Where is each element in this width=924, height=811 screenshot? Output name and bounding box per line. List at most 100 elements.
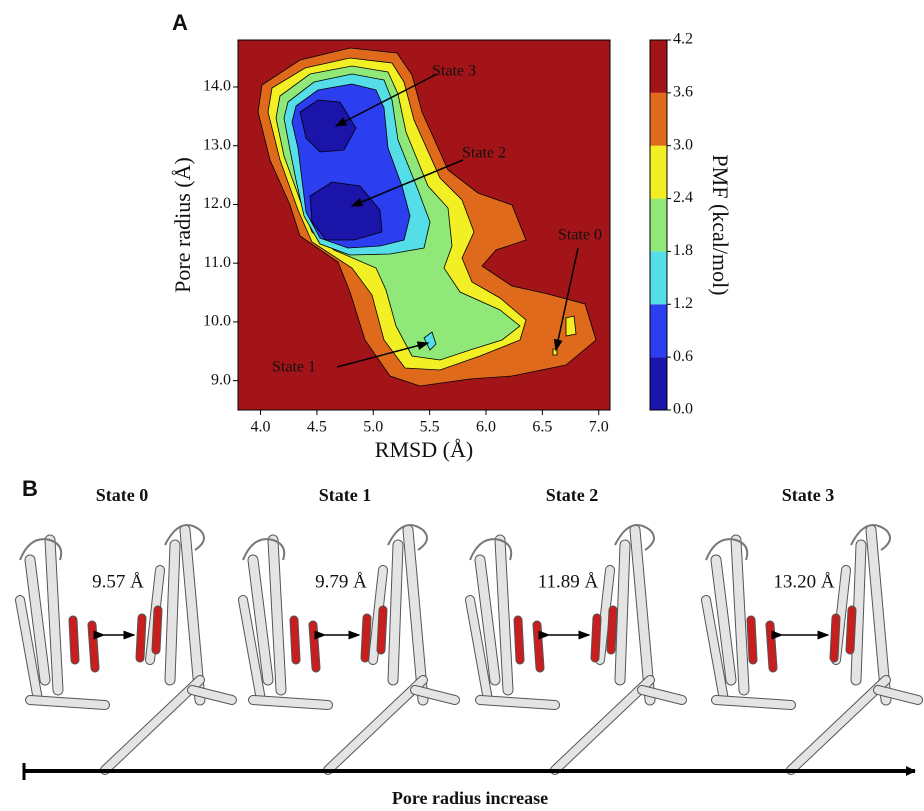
loop — [705, 538, 749, 561]
colorbar-label: PMF (kcal/mol) — [708, 154, 733, 295]
cylinder — [866, 525, 891, 705]
annotation-arrow — [334, 73, 438, 127]
colorbar-frame — [649, 39, 668, 411]
loop — [850, 524, 891, 551]
x-tick-label: 4.5 — [307, 419, 327, 436]
y-tick-label: 10.0 — [203, 313, 231, 330]
cylinder — [188, 686, 236, 704]
cylinder — [596, 566, 614, 664]
colorbar-segment — [650, 92, 667, 146]
contour-fill — [309, 181, 383, 241]
distance-label: 9.57 Å — [92, 571, 144, 592]
cylinder — [249, 696, 332, 709]
y-tick-label: 9.0 — [211, 371, 231, 388]
colorbar-segment — [650, 304, 667, 358]
annotation: State 2 — [462, 145, 506, 162]
loop — [242, 538, 286, 561]
y-tick-label: 13.0 — [203, 136, 231, 153]
colorbar-tick-label: 3.6 — [673, 84, 693, 101]
distance-label: 11.89 Å — [538, 571, 599, 592]
contour-plot — [238, 40, 610, 410]
colorbar-tick-label: 1.8 — [673, 242, 693, 259]
cylinder — [403, 525, 428, 705]
cylinder — [101, 676, 204, 774]
cylinder — [239, 596, 265, 704]
cylinder — [69, 616, 79, 664]
cylinder — [466, 596, 492, 704]
y-tick-label: 14.0 — [203, 78, 231, 95]
cylinder — [766, 621, 777, 672]
cylinder — [607, 606, 617, 654]
protein-structure: State 2 11.89 Å — [465, 485, 687, 775]
x-tick-label: 5.5 — [420, 419, 440, 436]
cylinder — [475, 555, 500, 685]
cylinder — [165, 540, 180, 685]
loop — [469, 538, 513, 561]
annotation-arrow — [336, 341, 430, 368]
colorbar-segment — [650, 40, 667, 93]
cylinder — [324, 676, 427, 774]
cylinder — [180, 525, 205, 705]
cylinder — [747, 616, 757, 664]
annotation: State 1 — [272, 359, 316, 376]
cylinder — [290, 616, 300, 664]
state-title: State 0 — [96, 485, 149, 505]
cylinder — [26, 696, 109, 709]
cylinder — [248, 555, 273, 685]
cylinder — [388, 540, 403, 685]
y-tick-label: 12.0 — [203, 195, 231, 212]
cylinder — [787, 676, 890, 774]
colorbar-tick-label: 0.6 — [673, 348, 693, 365]
colorbar-tick-label: 4.2 — [673, 31, 693, 48]
colorbar-segment — [650, 198, 667, 252]
cylinder — [638, 686, 686, 704]
cylinder — [615, 540, 630, 685]
protein-structure: State 3 13.20 Å — [701, 485, 923, 775]
loop — [614, 524, 655, 551]
cylinder — [476, 696, 559, 709]
annotation: State 3 — [432, 63, 476, 80]
x-tick-label: 6.5 — [532, 419, 552, 436]
cylinder — [630, 525, 655, 705]
state-title: State 2 — [546, 485, 599, 505]
cylinder — [152, 606, 162, 654]
y-tick-label: 11.0 — [204, 254, 231, 271]
cylinder — [411, 686, 459, 704]
x-tick-label: 5.0 — [363, 419, 383, 436]
cylinder — [874, 686, 922, 704]
cylinder — [45, 535, 63, 695]
distance-label: 9.79 Å — [315, 571, 367, 592]
colorbar-segment — [650, 251, 667, 305]
x-tick-label: 6.0 — [476, 419, 496, 436]
x-axis-label: RMSD (Å) — [375, 437, 473, 462]
annotation-arrow — [350, 159, 464, 207]
colorbar-tick-label: 3.0 — [673, 136, 693, 153]
cylinder — [533, 621, 544, 672]
cylinder — [268, 535, 286, 695]
protein-structure: State 0 9.57 Å — [15, 485, 237, 775]
colorbar-tick-label: 1.2 — [673, 295, 693, 312]
contour-fill — [299, 99, 357, 153]
colorbar-segment — [650, 357, 667, 410]
state-title: State 1 — [319, 485, 372, 505]
cylinder — [846, 606, 856, 654]
cylinder — [88, 621, 99, 672]
cylinder — [309, 621, 320, 672]
cylinder — [514, 616, 524, 664]
panel-label: B — [22, 476, 38, 501]
cylinder — [711, 555, 736, 685]
plot-frame — [237, 39, 611, 411]
cylinder — [851, 540, 866, 685]
cylinder — [369, 566, 387, 664]
x-tick-label: 4.0 — [251, 419, 271, 436]
colorbar-tick-label: 2.4 — [673, 189, 693, 206]
loop — [19, 538, 63, 561]
colorbar-segment — [650, 145, 667, 199]
state-title: State 3 — [782, 485, 835, 505]
cylinder — [551, 676, 654, 774]
annotation: State 0 — [558, 227, 602, 244]
cylinder — [361, 614, 371, 662]
loop — [164, 524, 205, 551]
contour-fill — [565, 315, 577, 337]
